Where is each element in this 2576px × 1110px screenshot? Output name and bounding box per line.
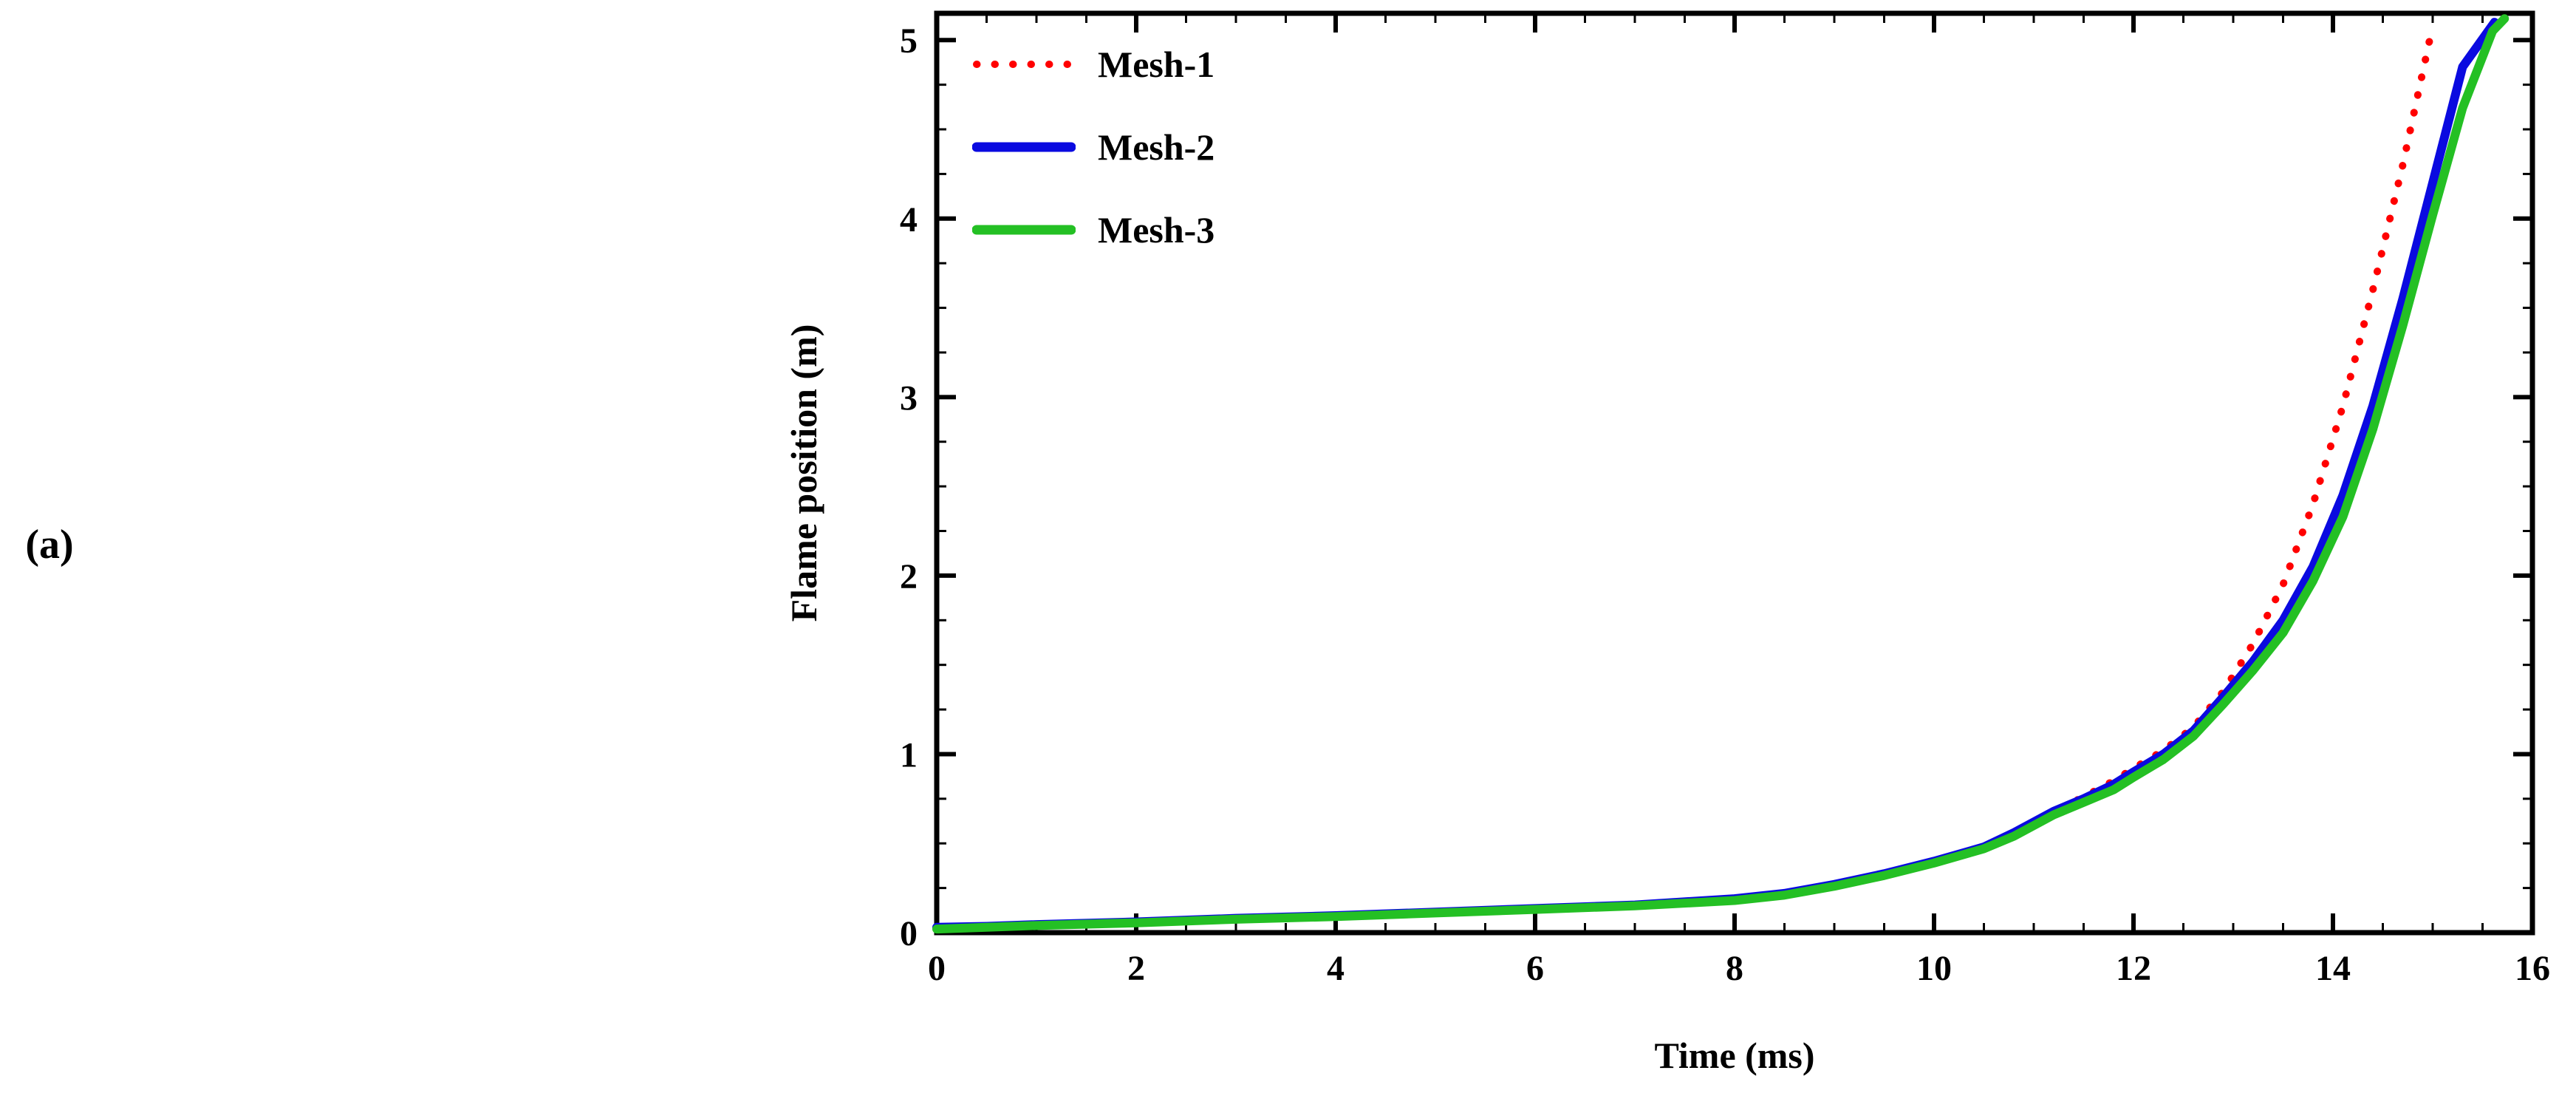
series-line-mesh-3	[932, 14, 2510, 934]
x-tick-label: 6	[1526, 949, 1544, 988]
y-tick-label: 3	[900, 378, 918, 418]
x-axis-title: Time (ms)	[1654, 1035, 1815, 1076]
legend: Mesh-1 Mesh-2 Mesh-3	[972, 35, 1214, 259]
y-tick-label: 1	[900, 735, 918, 774]
legend-item: Mesh-2	[972, 118, 1214, 176]
x-tick-label: 4	[1327, 949, 1345, 988]
x-tick-label: 2	[1127, 949, 1145, 988]
legend-label: Mesh-2	[1098, 126, 1215, 168]
legend-label: Mesh-3	[1098, 209, 1215, 251]
legend-item: Mesh-1	[972, 35, 1214, 93]
x-tick-label: 0	[928, 949, 946, 988]
y-tick-label: 4	[900, 200, 918, 239]
legend-item: Mesh-3	[972, 201, 1214, 259]
x-tick-label: 8	[1726, 949, 1743, 988]
y-tick-label: 0	[900, 914, 918, 953]
x-tick-label: 16	[2515, 949, 2550, 988]
legend-line-sample	[973, 61, 1075, 68]
x-tick-label: 10	[1916, 949, 1952, 988]
x-tick-label: 12	[2116, 949, 2151, 988]
x-tick-label: 14	[2315, 949, 2351, 988]
y-axis-title: Flame position (m)	[783, 324, 824, 622]
legend-line-sample	[972, 142, 1076, 152]
legend-label: Mesh-1	[1098, 44, 1215, 85]
y-tick-label: 2	[900, 557, 918, 596]
panel-label: (a)	[25, 522, 74, 568]
legend-line-sample	[972, 225, 1076, 235]
y-tick-label: 5	[900, 21, 918, 61]
